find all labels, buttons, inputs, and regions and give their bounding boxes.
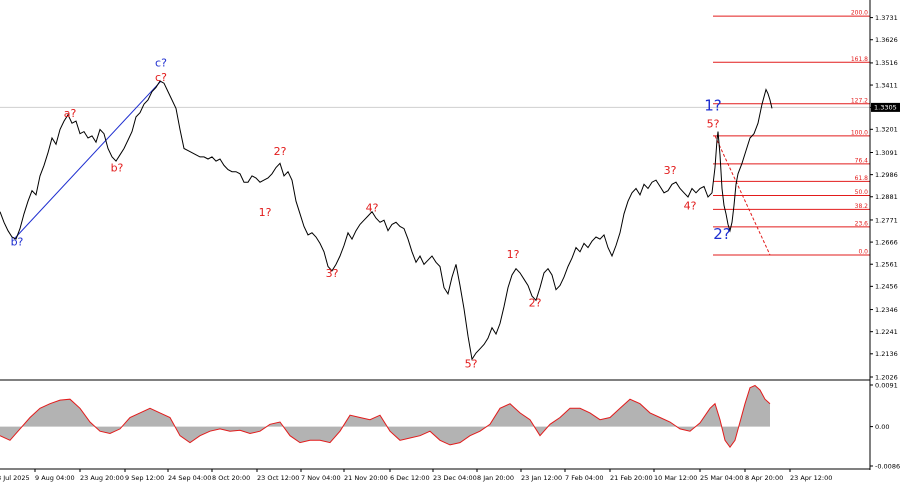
fib-level-label-6: 50.0 xyxy=(855,189,869,196)
wave-label-11: 2? xyxy=(529,297,542,310)
time-tick-label-8: 21 Nov 20:00 xyxy=(344,474,388,482)
price-tick-label-14: 1.2241 xyxy=(875,328,898,336)
price-tick-label-9: 1.2771 xyxy=(875,216,898,224)
wave-label-1: c? xyxy=(155,71,167,84)
price-tick-label-7: 1.2986 xyxy=(875,171,898,179)
price-tick-label-13: 1.2346 xyxy=(875,306,898,314)
time-tick-label-17: 8 Apr 20:00 xyxy=(745,474,783,482)
time-tick-label-4: 24 Sep 04:00 xyxy=(168,474,211,482)
time-tick-label-11: 8 Jan 20:00 xyxy=(477,474,514,482)
current-price-label: 1.3305 xyxy=(874,104,897,112)
time-tick-label-1: 9 Aug 04:00 xyxy=(35,474,75,482)
wave-label-5: 2? xyxy=(274,145,287,158)
fib-level-label-5: 61.8 xyxy=(855,175,869,182)
time-tick-label-10: 23 Dec 04:00 xyxy=(433,474,477,482)
wave-label-2: c? xyxy=(155,56,167,69)
wave-label-8: 4? xyxy=(366,202,379,215)
osc-tick-label-2: -0.00862 xyxy=(875,462,900,470)
price-panel: 200.0 161.8 127.2 100.0 76.4 61.8 50.0 38.2 23.6… xyxy=(0,10,870,371)
price-tick-label-11: 1.2561 xyxy=(875,261,898,269)
oscillator-panel xyxy=(0,384,771,449)
time-tick-label-6: 23 Oct 12:00 xyxy=(257,474,299,482)
price-series-line xyxy=(0,80,773,361)
wave-label-9: 5? xyxy=(465,358,478,371)
fib-level-label-3: 100.0 xyxy=(851,129,868,136)
price-tick-label-15: 1.2136 xyxy=(875,350,898,358)
wave-label-10: 1? xyxy=(507,248,520,261)
price-tick-label-10: 1.2666 xyxy=(875,238,898,246)
wave-label-15: 1? xyxy=(704,97,722,115)
time-tick-label-9: 6 Dec 12:00 xyxy=(390,474,430,482)
time-tick-label-0: 8 Jul 2025 xyxy=(0,474,30,482)
wave-label-0: a? xyxy=(64,107,77,120)
time-tick-label-3: 9 Sep 12:00 xyxy=(125,474,164,482)
wave-label-13: 4? xyxy=(684,200,697,213)
fib-level-label-9: 0.0 xyxy=(858,248,868,255)
wave-label-4: b? xyxy=(11,235,24,248)
wave-trendline xyxy=(13,80,162,240)
price-tick-label-8: 1.2881 xyxy=(875,193,898,201)
fib-level-label-2: 127.2 xyxy=(851,97,868,104)
time-tick-label-5: 8 Oct 20:00 xyxy=(212,474,250,482)
wave-label-14: 5? xyxy=(707,117,720,130)
time-axis: 8 Jul 2025 9 Aug 04:00 23 Aug 20:00 9 Sep 1… xyxy=(0,469,832,482)
price-tick-label-16: 1.2026 xyxy=(875,373,898,381)
oscillator-signal-line xyxy=(0,384,771,449)
price-tick-label-2: 1.3516 xyxy=(875,59,898,67)
wave-label-6: 1? xyxy=(259,206,272,219)
fibonacci-levels: 200.0 161.8 127.2 100.0 76.4 61.8 50.0 38.2 23.6… xyxy=(713,10,870,256)
price-tick-label-5: 1.3201 xyxy=(875,126,898,134)
price-tick-label-6: 1.3091 xyxy=(875,149,898,157)
time-tick-label-15: 10 Mar 12:00 xyxy=(654,474,697,482)
oscillator-histogram xyxy=(0,385,770,448)
price-tick-label-0: 1.3731 xyxy=(875,14,898,22)
fib-diagonal xyxy=(714,135,771,256)
price-tick-label-1: 1.3626 xyxy=(875,36,898,44)
wave-label-3: b? xyxy=(111,162,124,175)
wave-label-16: 2? xyxy=(713,225,731,243)
fib-level-label-7: 38.2 xyxy=(855,203,869,210)
time-tick-label-14: 21 Feb 20:00 xyxy=(610,474,653,482)
wave-label-7: 3? xyxy=(326,267,339,280)
time-tick-label-2: 23 Aug 20:00 xyxy=(80,474,124,482)
current-price-marker: 1.3305 xyxy=(871,102,900,112)
fib-level-label-4: 76.4 xyxy=(855,157,869,164)
wave-label-12: 3? xyxy=(664,164,677,177)
osc-tick-label-1: 0.00 xyxy=(875,423,889,431)
price-tick-label-3: 1.3411 xyxy=(875,81,898,89)
time-tick-label-16: 25 Mar 04:00 xyxy=(700,474,743,482)
fib-level-label-1: 161.8 xyxy=(851,56,868,63)
oscillator-axis: 0.0091 0.00 -0.00862 xyxy=(870,381,900,470)
fib-level-label-0: 200.0 xyxy=(851,10,868,17)
osc-tick-label-0: 0.0091 xyxy=(875,381,898,389)
time-tick-label-12: 23 Jan 12:00 xyxy=(521,474,562,482)
time-tick-label-13: 7 Feb 04:00 xyxy=(565,474,604,482)
fib-level-label-8: 23.6 xyxy=(855,220,869,227)
price-tick-label-12: 1.2456 xyxy=(875,283,898,291)
wave-labels: a? c? c? b? b? 2? 1? 3? 4? 5? 1? 2? 3? 4? 5? 1? 2? xyxy=(11,56,731,370)
time-tick-label-7: 7 Nov 04:00 xyxy=(301,474,341,482)
time-tick-label-18: 23 Apr 12:00 xyxy=(790,474,832,482)
